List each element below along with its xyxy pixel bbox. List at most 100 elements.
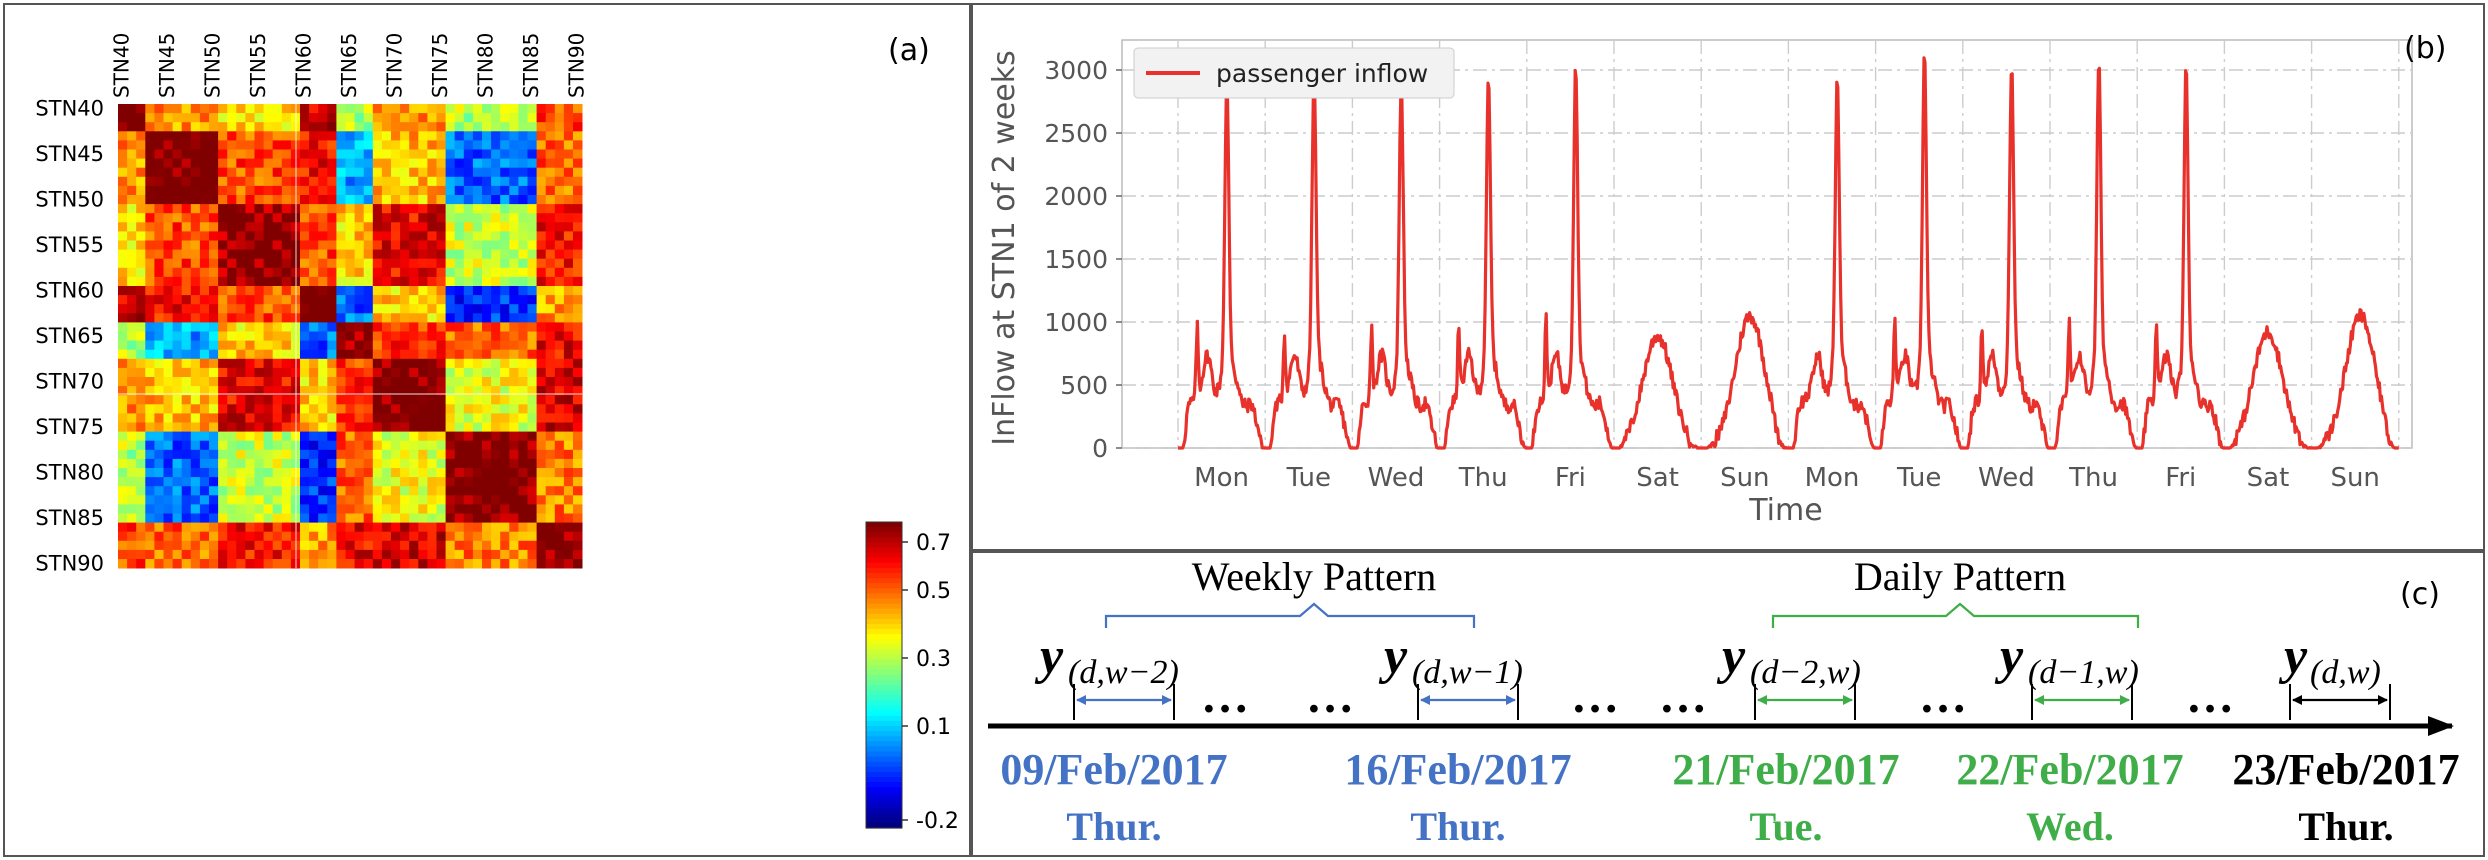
heatmap-cell bbox=[518, 468, 528, 478]
heatmap-cell bbox=[254, 468, 264, 478]
heatmap-cell bbox=[263, 286, 274, 296]
heatmap-cell bbox=[391, 195, 401, 205]
heatmap-cell bbox=[482, 304, 492, 314]
heatmap-cell bbox=[199, 486, 210, 496]
heatmap-cell bbox=[463, 213, 474, 223]
heatmap-cell bbox=[336, 267, 346, 278]
heatmap-cell bbox=[218, 349, 228, 360]
heatmap-cell bbox=[245, 413, 255, 423]
heatmap-cell bbox=[199, 422, 210, 432]
heatmap-cell bbox=[445, 486, 456, 496]
line-legend: passenger inflow bbox=[1133, 47, 1455, 99]
heatmap-cell bbox=[236, 367, 246, 378]
heatmap-cell bbox=[309, 440, 319, 451]
heatmap-cell bbox=[363, 404, 374, 414]
heatmap-cell bbox=[545, 158, 556, 169]
heatmap-cell bbox=[381, 322, 392, 332]
heatmap-cell bbox=[281, 213, 292, 223]
heatmap-cell bbox=[463, 504, 474, 514]
heatmap-cell bbox=[527, 513, 537, 523]
heatmap-cell bbox=[236, 395, 246, 405]
heatmap-cell bbox=[554, 149, 565, 159]
heatmap-cell bbox=[527, 258, 537, 269]
day-target: Thur. bbox=[2298, 804, 2393, 849]
heatmap-cell bbox=[245, 276, 255, 287]
x-tick-label: Tue bbox=[1896, 463, 1941, 493]
heatmap-cell bbox=[573, 559, 583, 569]
heatmap-cell bbox=[145, 440, 155, 451]
heatmap-cell bbox=[563, 195, 574, 205]
heatmap-cell bbox=[154, 468, 164, 478]
heatmap-cell bbox=[545, 113, 556, 123]
heatmap-cell bbox=[163, 513, 173, 523]
heatmap-cell bbox=[309, 231, 319, 241]
colorbar-segment bbox=[866, 807, 902, 814]
heatmap-cell bbox=[509, 559, 519, 569]
colorbar-segment bbox=[866, 644, 902, 651]
heatmap-cell bbox=[272, 213, 283, 223]
heatmap-cell bbox=[518, 477, 528, 487]
heatmap-cell bbox=[454, 413, 465, 423]
heatmap-cell bbox=[163, 395, 173, 405]
heatmap-cell bbox=[372, 295, 383, 305]
heatmap-cell bbox=[454, 458, 465, 469]
heatmap-cell bbox=[154, 131, 164, 141]
heatmap-cell bbox=[136, 131, 146, 141]
heatmap-cell bbox=[154, 149, 164, 159]
heatmap-cell bbox=[190, 295, 201, 305]
heatmap-cell bbox=[482, 540, 492, 551]
heatmap-cell bbox=[254, 486, 264, 496]
heatmap-cell bbox=[472, 377, 483, 387]
heatmap-cell bbox=[263, 395, 274, 405]
heatmap-cell bbox=[472, 431, 483, 442]
heatmap-cell bbox=[181, 377, 192, 387]
heatmap-cell bbox=[136, 286, 146, 296]
heatmap-cell bbox=[209, 559, 219, 569]
heatmap-cell bbox=[118, 540, 128, 551]
heatmap-cell bbox=[418, 304, 428, 314]
heatmap-cell bbox=[436, 195, 446, 205]
heatmap-cell bbox=[127, 486, 137, 496]
heatmap-cell bbox=[245, 149, 255, 159]
label-y-d-w: y (d,w) bbox=[2278, 628, 2381, 691]
heatmap-cell bbox=[563, 204, 574, 214]
heatmap-cell bbox=[400, 395, 410, 405]
heatmap-cell bbox=[463, 304, 474, 314]
heatmap-cell bbox=[391, 249, 401, 260]
heatmap-cell bbox=[427, 458, 437, 469]
heatmap-cell bbox=[536, 231, 547, 241]
line-chart-x-tick-labels: Mon Tue Wed Thu Fri Sat Sun Mon Tue Wed Thu Fri Sat S… bbox=[1194, 463, 2380, 493]
heatmap-x-tick-label: STN65 bbox=[337, 33, 361, 98]
heatmap-cell bbox=[181, 131, 192, 141]
heatmap-cell bbox=[309, 358, 319, 369]
heatmap-cell bbox=[163, 213, 173, 223]
heatmap-cell bbox=[163, 131, 173, 141]
heatmap-cell bbox=[272, 313, 283, 323]
heatmap-cell bbox=[545, 249, 556, 260]
heatmap-cell bbox=[482, 213, 492, 223]
heatmap-cell bbox=[263, 422, 274, 432]
heatmap-x-tick-label: STN75 bbox=[428, 33, 452, 98]
heatmap-cell bbox=[245, 449, 255, 460]
heatmap-cell bbox=[554, 377, 565, 387]
heatmap-cell bbox=[573, 331, 583, 341]
heatmap-cell bbox=[227, 276, 237, 287]
heatmap-cell bbox=[472, 286, 483, 296]
heatmap-cell bbox=[327, 295, 337, 305]
heatmap-cell bbox=[199, 140, 210, 150]
heatmap-cell bbox=[454, 286, 465, 296]
heatmap-cell bbox=[454, 295, 465, 305]
heatmap-cell bbox=[354, 404, 365, 414]
heatmap-cell bbox=[509, 331, 519, 341]
heatmap-cell bbox=[336, 185, 346, 196]
heatmap-x-tick-label: STN60 bbox=[292, 33, 316, 98]
heatmap-cell bbox=[491, 531, 501, 542]
heatmap-cell bbox=[263, 468, 274, 478]
colorbar-segment bbox=[866, 792, 902, 798]
heatmap-cell bbox=[300, 176, 310, 187]
heatmap-cell bbox=[118, 222, 128, 232]
heatmap-cell bbox=[336, 513, 346, 523]
heatmap-cell bbox=[381, 404, 392, 414]
heatmap-cell bbox=[336, 395, 346, 405]
heatmap-cell bbox=[300, 131, 310, 141]
